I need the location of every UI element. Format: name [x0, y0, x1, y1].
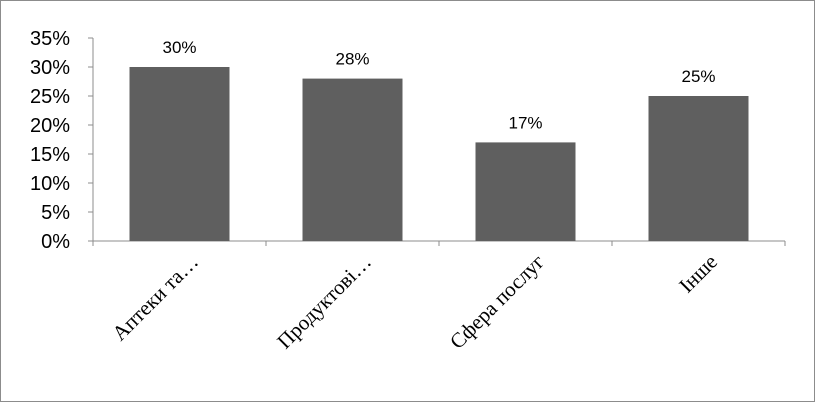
data-labels: 30% 28% 17% 25%: [162, 38, 715, 132]
bar: [302, 78, 403, 241]
bar-value-label: 17%: [508, 113, 542, 132]
bar-value-label: 28%: [335, 50, 369, 69]
category-label: Інше: [674, 250, 722, 298]
y-axis: 0% 5% 10% 15% 20% 25% 30% 35%: [30, 28, 94, 253]
bar: [648, 96, 749, 241]
y-tick-label: 0%: [41, 231, 70, 253]
y-tick-label: 15%: [30, 144, 70, 166]
y-tick-label: 25%: [30, 86, 70, 108]
category-label: Продуктові…: [272, 250, 376, 354]
y-tick-label: 20%: [30, 115, 70, 137]
bar: [475, 142, 576, 241]
category-label: Сфера послуг: [445, 249, 549, 353]
x-axis: [92, 240, 786, 246]
bar-value-label: 25%: [681, 67, 715, 86]
y-tick-label: 35%: [30, 28, 70, 50]
bar: [129, 67, 230, 241]
y-tick-label: 30%: [30, 57, 70, 79]
y-tick-label: 5%: [41, 202, 70, 224]
category-label: Аптеки та…: [107, 250, 203, 346]
y-tick-label: 10%: [30, 173, 70, 195]
bars: [129, 67, 749, 241]
category-labels: Аптеки та… Продуктові… Сфера послуг Інше: [107, 249, 722, 353]
bar-value-label: 30%: [162, 38, 196, 57]
